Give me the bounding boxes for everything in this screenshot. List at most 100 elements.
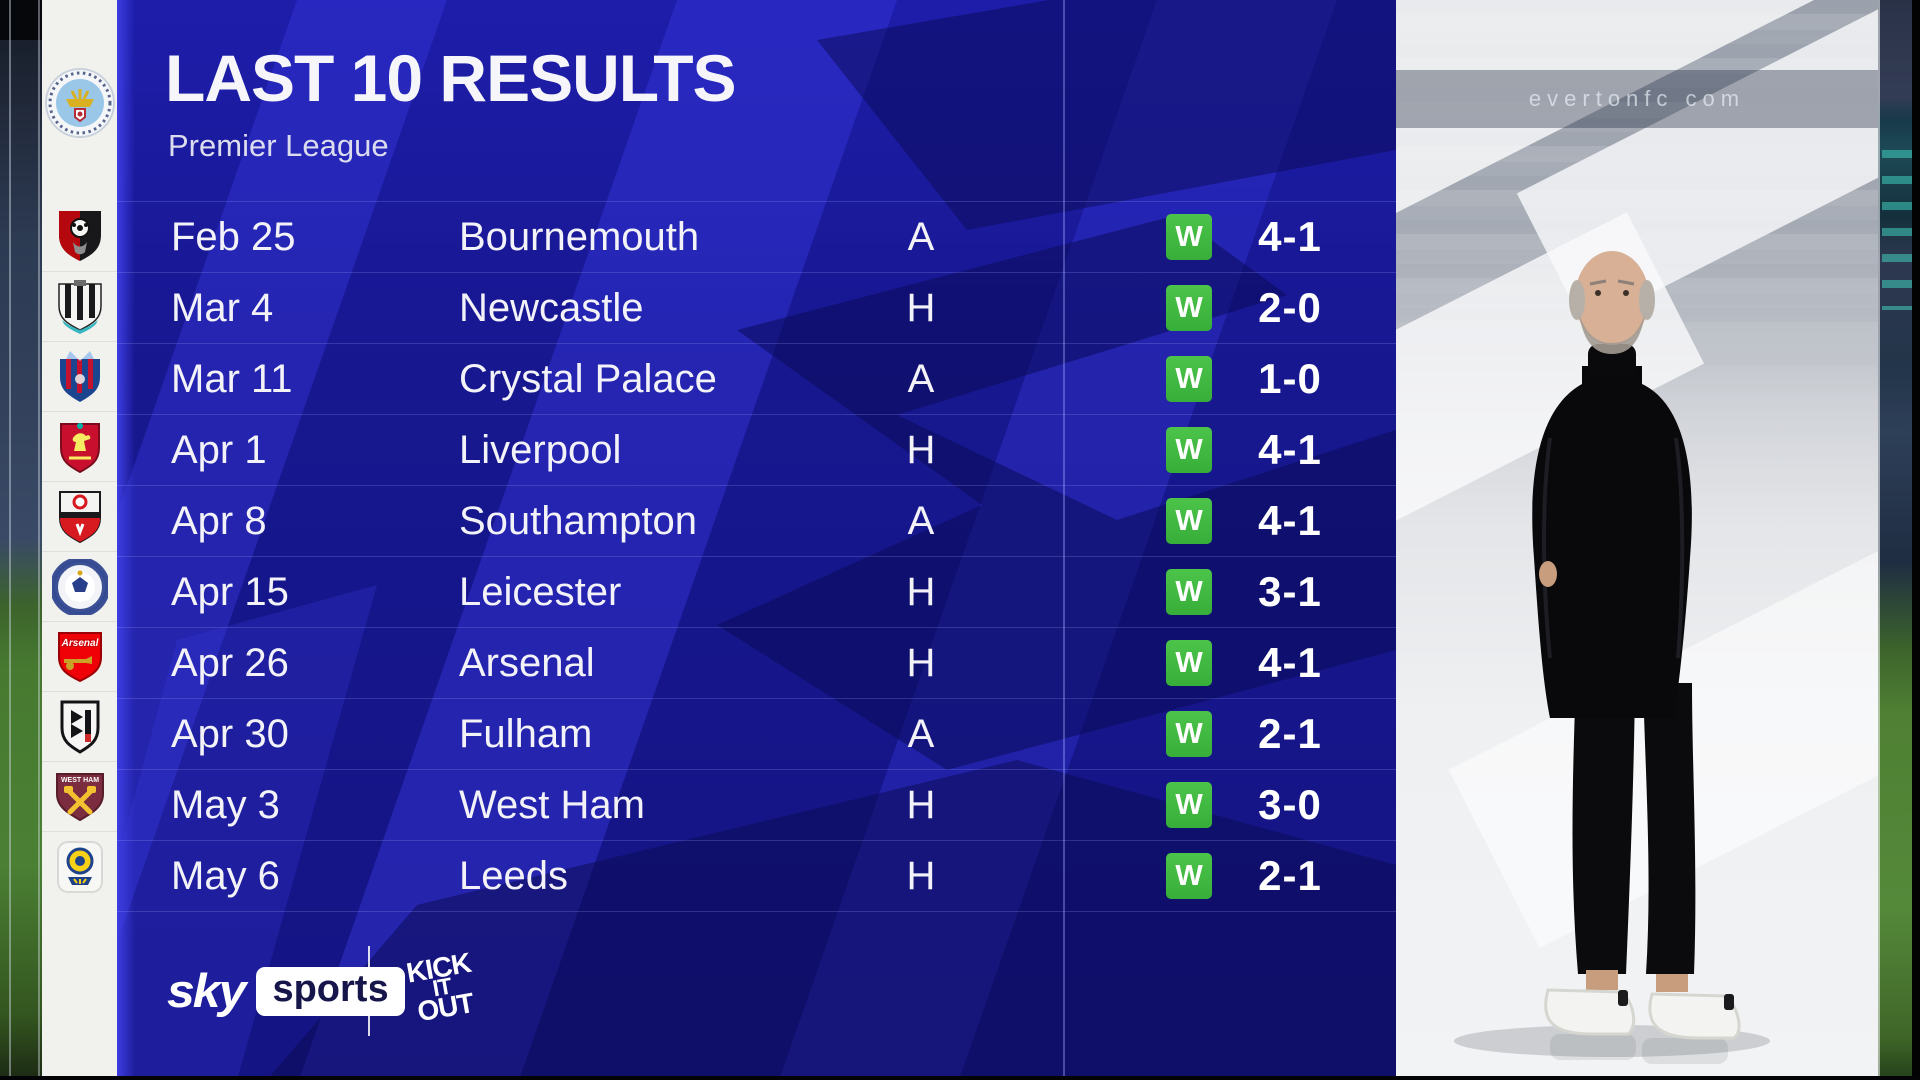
- match-score: 2-0: [1258, 284, 1322, 331]
- badge-southampton-icon: [42, 481, 117, 552]
- page-subtitle: Premier League: [168, 128, 389, 163]
- win-badge: W: [1166, 640, 1212, 686]
- badge-manchester-city-icon: [44, 67, 115, 138]
- match-score: 4-1: [1258, 639, 1322, 686]
- match-score: 4-1: [1258, 497, 1322, 544]
- club-badge-strip: Arsenal WEST HAM: [42, 0, 120, 1080]
- venue-indicator: H: [906, 783, 936, 827]
- stadium-led-band: [1396, 70, 1878, 128]
- page-title: LAST 10 RESULTS: [165, 41, 737, 115]
- stadium-led-text: evertonfc com: [1528, 86, 1746, 111]
- badge-west-ham-icon: WEST HAM: [42, 761, 117, 832]
- result-row: May 6 Leeds H W 2-1: [117, 840, 1396, 912]
- sports-logo-text: sports: [272, 967, 389, 1010]
- sky-logo-text: sky: [167, 964, 246, 1018]
- match-score: 4-1: [1258, 213, 1322, 260]
- badge-leicester-icon: [51, 559, 108, 615]
- opponent-name: Fulham: [459, 712, 593, 756]
- opponent-name: Arsenal: [459, 641, 595, 685]
- video-frame-line: [38, 0, 40, 1080]
- opponent-name: Crystal Palace: [459, 357, 717, 401]
- win-badge: W: [1166, 569, 1212, 615]
- video-frame-edge: [0, 0, 42, 40]
- scoreboard-text-hint: [1882, 150, 1912, 310]
- win-badge: W: [1166, 285, 1212, 331]
- win-badge: W: [1166, 427, 1212, 473]
- win-badge: W: [1166, 782, 1212, 828]
- match-date: Apr 1: [171, 428, 267, 472]
- screen-edge-bar: [1912, 0, 1920, 1080]
- opponent-name: Leicester: [459, 570, 622, 614]
- badge-crystal-palace-icon: [59, 351, 100, 402]
- match-date: Apr 15: [171, 570, 289, 614]
- match-date: May 6: [171, 854, 280, 898]
- venue-indicator: H: [906, 286, 936, 330]
- badge-liverpool-icon: [42, 411, 117, 482]
- manager-figure: [1454, 251, 1770, 1064]
- result-row: Mar 11 Crystal Palace A W 1-0: [117, 343, 1396, 414]
- venue-indicator: A: [907, 712, 935, 756]
- logo-divider-line: [368, 946, 370, 1036]
- match-score: 3-1: [1258, 568, 1322, 615]
- manager-photo-panel: evertonfc com: [1396, 0, 1878, 1080]
- opponent-name: Southampton: [459, 499, 697, 543]
- match-date: May 3: [171, 783, 280, 827]
- result-row: Apr 1 Liverpool H W 4-1: [117, 414, 1396, 485]
- match-score: 1-0: [1258, 355, 1322, 402]
- badge-bournemouth-icon: [58, 211, 101, 261]
- badge-leeds-icon: [42, 831, 117, 902]
- match-date: Apr 8: [171, 499, 267, 543]
- background-stripes: [117, 0, 1396, 1080]
- badge-newcastle-icon: [42, 271, 117, 342]
- opponent-name: Newcastle: [459, 286, 644, 330]
- opponent-name: Liverpool: [459, 428, 622, 472]
- panel-edge-line: [1878, 0, 1880, 1080]
- panel-edge-glow: [117, 0, 135, 1080]
- badge-fulham-icon: [42, 691, 117, 762]
- win-badge: W: [1166, 356, 1212, 402]
- badge-leicester-icon: [42, 551, 117, 622]
- match-date: Apr 26: [171, 641, 289, 685]
- match-date: Apr 30: [171, 712, 289, 756]
- badge-west-ham-icon: WEST HAM: [55, 773, 104, 822]
- results-panel: LAST 10 RESULTS Premier League Feb 25 Bo…: [117, 0, 1396, 1080]
- badge-crystal-palace-icon: [42, 341, 117, 412]
- result-row: Feb 25 Bournemouth A W 4-1: [117, 201, 1396, 272]
- venue-indicator: A: [907, 357, 935, 401]
- win-badge: W: [1166, 498, 1212, 544]
- badge-arsenal-icon: Arsenal: [42, 621, 117, 692]
- win-badge: W: [1166, 853, 1212, 899]
- footer: sky sports KICK IT OUT: [117, 938, 1396, 1058]
- venue-indicator: H: [906, 854, 936, 898]
- badge-liverpool-icon: [59, 423, 100, 474]
- badge-newcastle-icon: [57, 280, 102, 334]
- sports-logo-box: sports: [256, 966, 405, 1016]
- badge-leeds-icon: [56, 841, 103, 893]
- opponent-name: West Ham: [459, 783, 645, 827]
- badge-manchester-city-icon: [42, 55, 117, 150]
- match-date: Mar 4: [171, 286, 274, 330]
- result-row: May 3 West Ham H W 3-0: [117, 769, 1396, 840]
- win-badge: W: [1166, 711, 1212, 757]
- badge-fulham-icon: [60, 700, 99, 754]
- badge-arsenal-icon: Arsenal: [57, 632, 102, 683]
- venue-indicator: A: [907, 499, 935, 543]
- result-row: Apr 15 Leicester H W 3-1: [117, 556, 1396, 627]
- venue-indicator: H: [906, 641, 936, 685]
- column-divider-line: [1063, 0, 1065, 1080]
- opponent-name: Bournemouth: [459, 215, 700, 259]
- match-date: Feb 25: [171, 215, 296, 259]
- results-table: Feb 25 Bournemouth A W 4-1 Mar 4 Newcast…: [117, 201, 1396, 912]
- result-row: Apr 8 Southampton A W 4-1: [117, 485, 1396, 556]
- svg-text:WEST HAM: WEST HAM: [60, 777, 98, 784]
- venue-indicator: A: [907, 215, 935, 259]
- video-frame-line: [9, 0, 11, 1080]
- opponent-name: Leeds: [459, 854, 568, 898]
- kick-it-out-logo: KICK IT OUT: [389, 935, 496, 1042]
- venue-indicator: H: [906, 570, 936, 614]
- match-score: 2-1: [1258, 710, 1322, 757]
- result-row: Apr 26 Arsenal H W 4-1: [117, 627, 1396, 698]
- match-score: 3-0: [1258, 781, 1322, 828]
- badge-southampton-icon: [58, 491, 101, 544]
- kick-it-out-line: OUT: [415, 987, 476, 1028]
